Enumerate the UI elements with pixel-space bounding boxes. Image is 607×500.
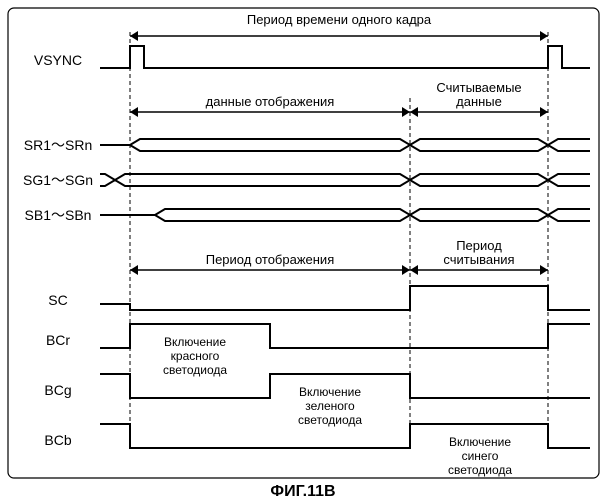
waveform-vsync [100,46,590,68]
label-read-period-1: Период [456,238,502,253]
label-led-green-1: Включение [299,385,361,399]
diagram-border [8,8,599,478]
label-read-period-2: считывания [443,252,514,267]
timing-diagram: Период времени одного кадра данные отобра… [0,0,607,500]
label-led-red-1: Включение [164,335,226,349]
label-read-data-2: данные [456,94,502,109]
signal-label-bcb: BCb [44,432,71,448]
figure-label: ФИГ.11B [270,483,335,500]
label-read-data-1: Считываемые [436,80,521,95]
label-led-blue-1: Включение [449,435,511,449]
label-led-green-3: светодиода [298,413,362,427]
signal-label-sr: SR1～SRn [24,137,92,153]
label-led-green-2: зеленого [305,399,355,413]
label-led-red-2: красного [171,349,220,363]
signal-label-sg: SG1～SGn [23,172,93,188]
label-display-period: Период отображения [206,252,335,267]
label-display-data: данные отображения [206,94,335,109]
label-led-blue-3: светодиода [448,463,512,477]
signal-label-bcg: BCg [44,382,71,398]
signal-label-vsync: VSYNC [34,52,82,68]
label-led-red-3: светодиода [163,363,227,377]
label-frame-period: Период времени одного кадра [247,12,432,27]
waveform-sb [100,209,590,215]
waveform-bcb [100,424,590,448]
waveform-sg [100,174,590,180]
signal-label-bcr: BCr [46,332,70,348]
label-led-blue-2: синего [462,449,499,463]
waveform-sc [100,286,590,310]
signal-label-sb: SB1～SBn [25,207,92,223]
signal-label-sc: SC [48,292,67,308]
waveform-sr [100,139,590,145]
